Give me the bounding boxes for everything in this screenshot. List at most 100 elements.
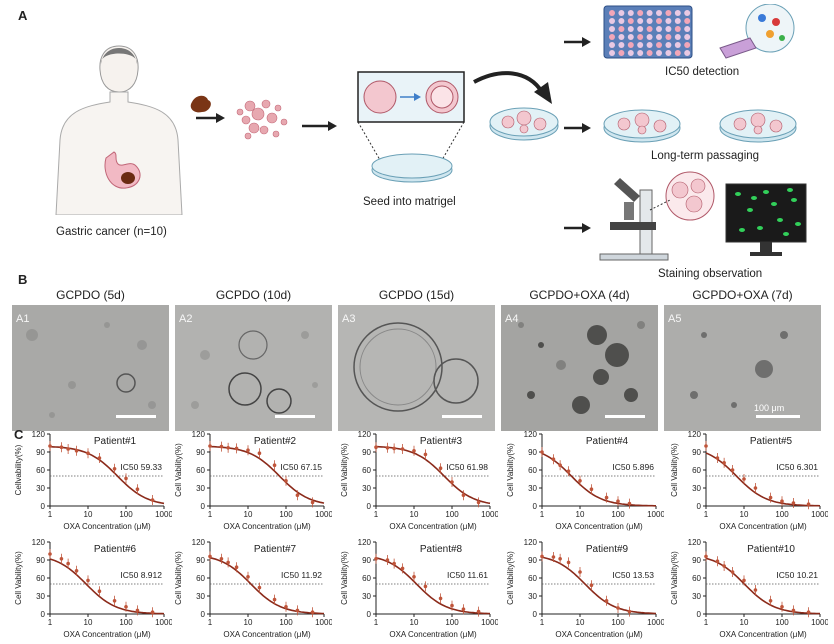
data-point — [400, 566, 405, 571]
data-point — [589, 583, 594, 587]
x-axis-label: OXA Concentration (μM) — [223, 522, 311, 531]
x-axis-label: OXA Concentration (μM) — [223, 630, 311, 639]
data-point — [295, 493, 300, 497]
data-point — [257, 451, 262, 455]
x-tick-label: 1 — [540, 510, 545, 519]
data-point — [385, 558, 390, 562]
y-tick-label: 0 — [697, 610, 702, 619]
data-point — [219, 557, 224, 561]
data-point — [806, 502, 811, 506]
x-tick-label: 1 — [374, 510, 379, 519]
data-point — [558, 557, 562, 561]
fit-curve — [375, 445, 491, 505]
x-tick-label: 1 — [208, 618, 213, 627]
x-tick-label: 1 — [704, 510, 709, 519]
y-axis-label: Cell Vability(%) — [506, 443, 515, 497]
data-point — [540, 450, 544, 454]
y-tick-label: 0 — [201, 502, 206, 511]
micrograph-id-3: A3 — [342, 313, 356, 325]
x-tick-label: 1000 — [315, 510, 332, 519]
ic50-label: IC50 10.21 — [776, 570, 818, 580]
data-point — [730, 468, 735, 472]
arrow-right-icon — [564, 123, 591, 133]
x-axis-label: OXA Concentration (μM) — [63, 630, 151, 639]
x-tick-label: 100 — [279, 510, 293, 519]
y-axis-label: Cell Vability(%) — [340, 551, 349, 605]
gastric-cancer-label: Gastric cancer (n=10) — [56, 226, 167, 238]
y-tick-label: 120 — [688, 538, 702, 547]
data-point — [150, 610, 155, 614]
scale-bar — [116, 415, 156, 418]
data-point — [272, 597, 277, 602]
x-tick-label: 100 — [775, 618, 789, 627]
x-tick-label: 1 — [540, 618, 545, 627]
data-point — [722, 564, 726, 568]
ic50-label: IC50 59.33 — [120, 462, 162, 472]
y-axis-label: Cell Vability(%) — [174, 551, 183, 605]
y-tick-label: 0 — [367, 502, 372, 511]
y-tick-label: 30 — [692, 484, 701, 493]
data-point — [48, 444, 52, 448]
human-torso-illustration — [55, 45, 183, 215]
y-tick-label: 30 — [528, 592, 537, 601]
data-point — [385, 446, 390, 450]
y-tick-label: 120 — [192, 538, 206, 547]
x-tick-label: 100 — [119, 510, 133, 519]
data-point — [66, 561, 70, 566]
arrow-right-icon — [564, 223, 591, 233]
micrograph-2: A2 — [175, 305, 332, 431]
y-axis-label: Cell Vability(%) — [506, 551, 515, 605]
micrograph-4: A4 — [501, 305, 658, 431]
data-point — [566, 560, 571, 565]
y-tick-label: 0 — [41, 610, 46, 619]
data-point — [246, 575, 250, 579]
y-tick-label: 0 — [533, 502, 538, 511]
data-point — [150, 498, 155, 502]
data-point — [768, 599, 773, 603]
y-tick-label: 90 — [362, 448, 371, 457]
chart-title: Patient#5 — [750, 436, 793, 447]
x-tick-label: 1 — [48, 510, 53, 519]
seed-matrigel-label: Seed into matrigel — [363, 196, 456, 208]
data-point — [226, 560, 230, 565]
data-point — [438, 596, 443, 601]
data-point — [59, 557, 64, 561]
chart-title: Patient#10 — [747, 544, 795, 555]
y-tick-label: 60 — [362, 574, 371, 583]
x-tick-label: 10 — [576, 618, 585, 627]
data-point — [780, 499, 784, 503]
data-point — [438, 466, 443, 470]
y-axis-label: Cellvability(%) — [14, 444, 23, 495]
x-tick-label: 1 — [48, 618, 53, 627]
fit-curve — [209, 445, 325, 504]
data-point — [284, 605, 288, 609]
data-point — [59, 445, 64, 449]
x-axis-label: OXA Concentration (μM) — [719, 630, 807, 639]
data-point — [604, 599, 609, 603]
x-tick-label: 1 — [374, 618, 379, 627]
y-tick-label: 90 — [36, 556, 45, 565]
data-point — [310, 610, 315, 614]
ic50-label: IC50 6.301 — [776, 462, 818, 472]
data-point — [257, 585, 262, 590]
long-term-passaging-label: Long-term passaging — [651, 150, 760, 162]
data-point — [616, 499, 620, 503]
y-tick-label: 120 — [358, 430, 372, 439]
y-tick-label: 30 — [528, 484, 537, 493]
chart-title: Patient#3 — [420, 436, 463, 447]
data-point — [616, 606, 620, 610]
staining-observation-label: Staining observation — [658, 268, 763, 280]
chart-title: Patient#4 — [586, 436, 629, 447]
panel-b-label: B — [18, 272, 28, 287]
chart-title: Patient#8 — [420, 544, 463, 555]
arrow-right-icon — [302, 121, 337, 131]
y-tick-label: 60 — [692, 574, 701, 583]
x-axis-label: OXA Concentration (μM) — [719, 522, 807, 531]
fit-curve — [705, 452, 821, 507]
x-tick-label: 10 — [244, 510, 253, 519]
data-point — [86, 578, 90, 583]
data-point — [97, 589, 102, 593]
